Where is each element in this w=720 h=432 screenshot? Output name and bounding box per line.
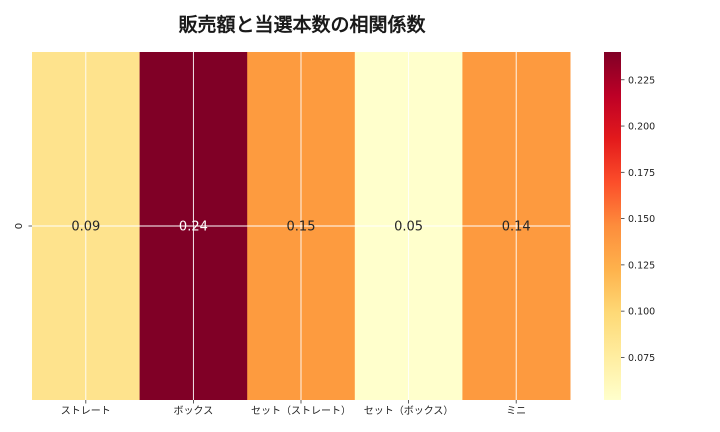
x-tick-label: ボックス bbox=[174, 405, 214, 417]
x-tick-label: セット（ボックス） bbox=[364, 405, 454, 417]
colorbar-tick-label: 0.175 bbox=[628, 168, 655, 179]
cell-value-labels: 0.09 0.24 0.15 0.05 0.14 bbox=[71, 220, 530, 235]
cell-value-label-4: 0.14 bbox=[502, 220, 531, 235]
cell-value-label-1: 0.24 bbox=[179, 220, 208, 235]
colorbar-gradient bbox=[604, 52, 621, 400]
cell-value-label-3: 0.05 bbox=[394, 220, 423, 235]
grid-lines bbox=[32, 52, 570, 400]
y-axis-ticks: 0 bbox=[14, 223, 32, 229]
colorbar-tick-label: 0.225 bbox=[628, 75, 655, 86]
colorbar-tick-label: 0.125 bbox=[628, 260, 655, 271]
x-tick-label: セット（ストレート） bbox=[251, 405, 351, 417]
cell-value-label-2: 0.15 bbox=[287, 220, 316, 235]
x-tick-label: ミニ bbox=[506, 406, 526, 417]
chart-title: 販売額と当選本数の相関係数 bbox=[178, 13, 426, 36]
colorbar-tick-label: 0.150 bbox=[628, 214, 655, 225]
x-tick-label: ストレート bbox=[61, 406, 111, 417]
colorbar: 0.075 0.100 0.125 0.150 0.175 0.200 0.225 bbox=[604, 52, 655, 400]
y-tick-label: 0 bbox=[14, 223, 25, 229]
cell-value-label-0: 0.09 bbox=[71, 220, 100, 235]
x-axis-ticks: ストレート ボックス セット（ストレート） セット（ボックス） ミニ bbox=[61, 400, 526, 417]
colorbar-tick-label: 0.100 bbox=[628, 307, 655, 318]
colorbar-tick-label: 0.200 bbox=[628, 122, 655, 133]
colorbar-tick-label: 0.075 bbox=[628, 353, 655, 364]
